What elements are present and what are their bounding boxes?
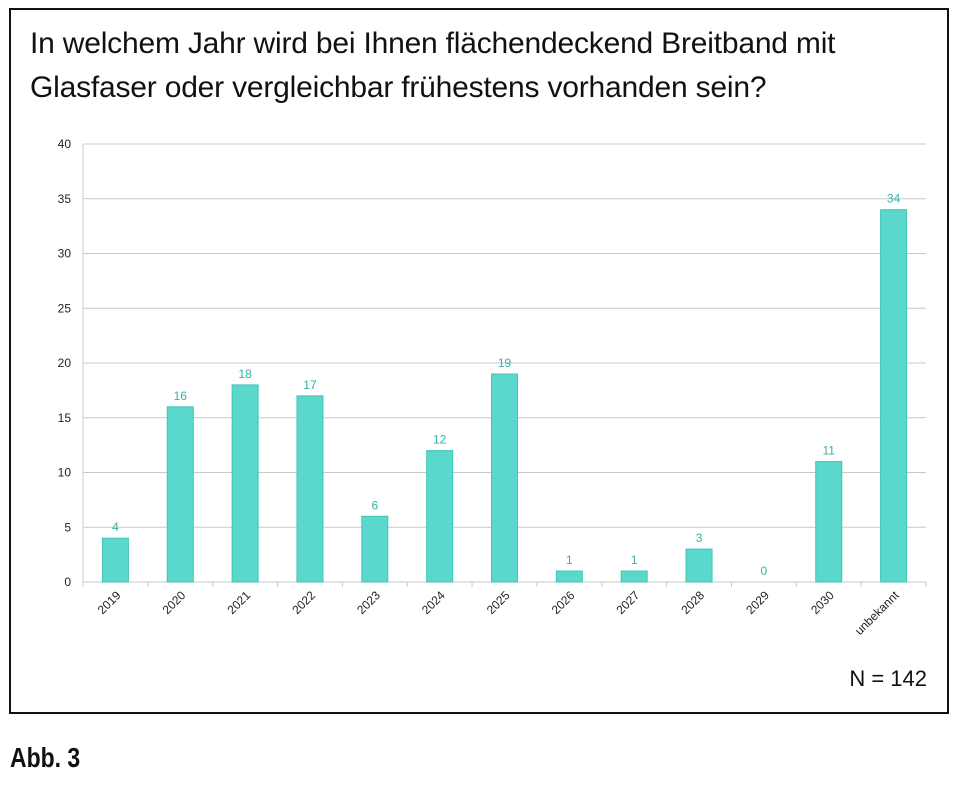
- y-tick-label: 20: [58, 356, 72, 370]
- data-label: 0: [761, 564, 768, 578]
- y-tick-label: 30: [58, 247, 72, 261]
- x-tick-label: 2025: [484, 588, 513, 617]
- bar: [296, 395, 324, 583]
- x-tick-label: 2027: [614, 588, 643, 617]
- bar: [815, 461, 843, 583]
- data-label: 1: [566, 553, 573, 567]
- data-label: 4: [112, 520, 119, 534]
- y-tick-label: 10: [58, 466, 72, 480]
- bar: [491, 373, 518, 583]
- data-label: 12: [433, 433, 447, 447]
- x-tick-label: 2026: [549, 588, 578, 617]
- x-tick-label: 2023: [354, 588, 383, 617]
- chart-title-line-1: In welchem Jahr wird bei Ihnen flächende…: [30, 27, 836, 60]
- bar: [101, 537, 129, 583]
- chart-title-line-2: Glasfaser oder vergleichbar frühestens v…: [30, 71, 767, 104]
- x-tick-label: 2030: [808, 588, 837, 617]
- x-tick-label: 2021: [224, 588, 253, 617]
- sample-size-label: N = 142: [849, 666, 927, 691]
- x-tick-label: 2024: [419, 588, 448, 617]
- x-tick-label: 2022: [289, 588, 318, 617]
- data-label: 3: [696, 531, 703, 545]
- x-tick-label: unbekannt: [852, 588, 902, 638]
- bar: [555, 570, 583, 583]
- bar: [166, 406, 194, 583]
- x-tick-label: 2019: [95, 588, 124, 617]
- y-tick-label: 25: [58, 301, 72, 315]
- figure-frame: [9, 8, 949, 714]
- bar: [620, 570, 648, 583]
- data-label: 17: [303, 378, 317, 392]
- bar: [685, 548, 713, 583]
- y-tick-label: 5: [64, 520, 71, 534]
- data-label: 6: [371, 498, 378, 512]
- bar: [231, 384, 259, 583]
- data-label: 19: [498, 356, 512, 370]
- y-tick-label: 0: [64, 575, 71, 589]
- data-label: 1: [631, 553, 638, 567]
- data-label: 11: [822, 444, 835, 458]
- y-tick-label: 40: [58, 137, 72, 151]
- chart-title: In welchem Jahr wird bei Ihnen flächende…: [30, 22, 910, 110]
- bar: [880, 209, 908, 583]
- x-tick-label: 2028: [678, 588, 707, 617]
- data-label: 34: [887, 192, 901, 206]
- x-tick-label: 2029: [743, 588, 772, 617]
- y-tick-label: 35: [58, 192, 72, 206]
- data-label: 16: [174, 389, 188, 403]
- y-tick-label: 15: [58, 411, 72, 425]
- figure-caption: Abb. 3: [10, 742, 81, 773]
- bar: [426, 450, 454, 583]
- data-label: 18: [238, 367, 252, 381]
- x-tick-label: 2020: [160, 588, 189, 617]
- bar: [361, 515, 389, 583]
